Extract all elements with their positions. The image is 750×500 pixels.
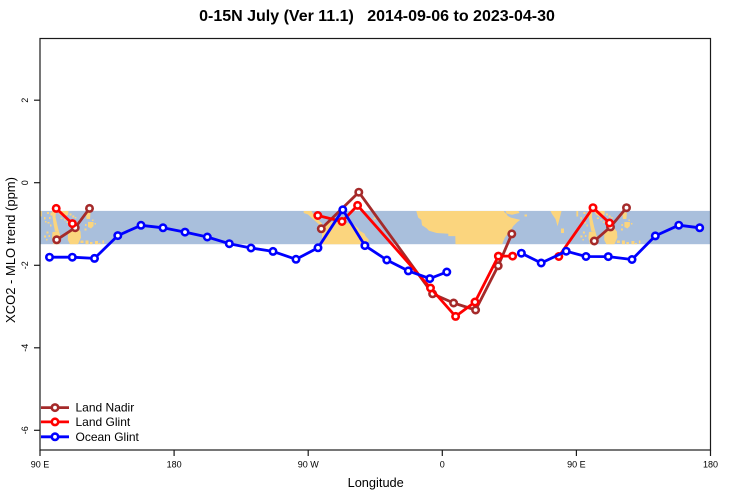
svg-text:Land Nadir: Land Nadir [76, 401, 135, 415]
svg-text:-4: -4 [20, 344, 30, 352]
svg-text:2: 2 [20, 98, 30, 103]
svg-text:180: 180 [703, 460, 718, 470]
svg-text:XCO2 - MLO trend (ppm): XCO2 - MLO trend (ppm) [3, 177, 18, 323]
svg-text:Ocean Glint: Ocean Glint [76, 430, 140, 444]
svg-text:0-15N July (Ver 11.1) 2014-0: 0-15N July (Ver 11.1) 2014-09-06 to 2023… [199, 8, 555, 25]
svg-text:0: 0 [20, 180, 30, 185]
svg-text:-6: -6 [20, 426, 30, 434]
svg-text:90 W: 90 W [298, 460, 320, 470]
svg-text:Longitude: Longitude [348, 475, 404, 490]
svg-text:90 E: 90 E [567, 460, 586, 470]
svg-text:90 E: 90 E [31, 460, 50, 470]
svg-text:180: 180 [167, 460, 182, 470]
svg-text:Land Glint: Land Glint [76, 415, 131, 429]
svg-text:0: 0 [440, 460, 445, 470]
svg-text:-2: -2 [20, 261, 30, 269]
